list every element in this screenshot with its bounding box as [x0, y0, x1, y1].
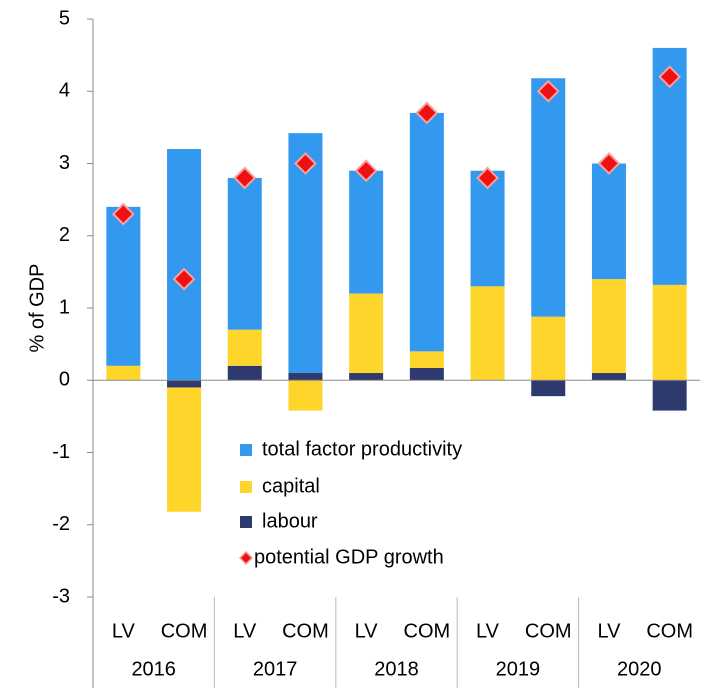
bar — [591, 373, 626, 381]
marker — [536, 79, 560, 103]
x-tick-label: LV — [597, 620, 621, 642]
y-tick-label: 1 — [59, 296, 70, 318]
bar — [531, 316, 566, 381]
x-tick-label: LV — [476, 620, 500, 642]
group-label: 2017 — [253, 658, 298, 680]
bar — [349, 373, 384, 381]
legend-swatch — [240, 516, 252, 528]
bar — [288, 373, 323, 381]
bar — [106, 206, 141, 366]
y-tick-label: -3 — [52, 585, 70, 607]
group-label: 2019 — [496, 658, 541, 680]
y-tick-label: 3 — [59, 152, 70, 174]
x-tick-label: LV — [355, 620, 379, 642]
marker — [658, 65, 682, 89]
bar — [288, 380, 323, 411]
bar — [531, 78, 566, 317]
x-tick-label: LV — [233, 620, 257, 642]
bar — [227, 365, 262, 381]
legend-label: potential GDP growth — [254, 546, 444, 568]
x-tick-label: COM — [646, 620, 693, 642]
marker — [476, 166, 499, 190]
y-tick-label: 0 — [59, 369, 70, 391]
bar — [167, 387, 202, 512]
group-label: 2018 — [374, 658, 419, 680]
legend-marker — [238, 550, 254, 566]
bar — [409, 112, 444, 352]
x-tick-label: COM — [404, 620, 451, 642]
bar — [652, 284, 687, 381]
group-label: 2016 — [131, 658, 176, 680]
y-axis-label: % of GDP — [26, 264, 48, 353]
bar — [167, 380, 202, 388]
y-tick-label: -2 — [52, 513, 70, 535]
bar — [591, 163, 626, 280]
bar — [349, 170, 384, 294]
bar — [409, 367, 444, 381]
x-tick-label: COM — [525, 620, 572, 642]
marker — [111, 202, 135, 226]
bar — [227, 177, 262, 330]
bar — [167, 149, 202, 381]
bar — [652, 380, 687, 411]
marker — [294, 152, 317, 175]
legend-label: total factor productivity — [262, 438, 462, 460]
y-tick-label: -1 — [52, 441, 70, 463]
bar — [470, 286, 505, 381]
x-tick-label: COM — [282, 620, 329, 642]
legend-swatch — [240, 481, 252, 493]
bar — [470, 170, 505, 287]
legend-swatch — [240, 444, 252, 456]
bar — [227, 329, 262, 366]
bar — [409, 351, 444, 368]
y-tick-label: 2 — [59, 224, 70, 246]
marker — [415, 101, 439, 125]
group-label: 2020 — [617, 658, 662, 680]
legend-label: capital — [262, 475, 320, 497]
marker — [597, 152, 621, 175]
bar — [106, 365, 141, 381]
marker — [354, 159, 378, 183]
marker — [172, 267, 196, 291]
bar — [591, 279, 626, 374]
y-tick-label: 5 — [59, 7, 70, 29]
x-tick-label: LV — [112, 620, 136, 642]
y-tick-label: 4 — [59, 80, 70, 102]
marker — [233, 166, 257, 190]
x-tick-label: COM — [161, 620, 208, 642]
legend-label: labour — [262, 510, 318, 532]
bar — [531, 380, 566, 397]
bar — [349, 293, 384, 374]
